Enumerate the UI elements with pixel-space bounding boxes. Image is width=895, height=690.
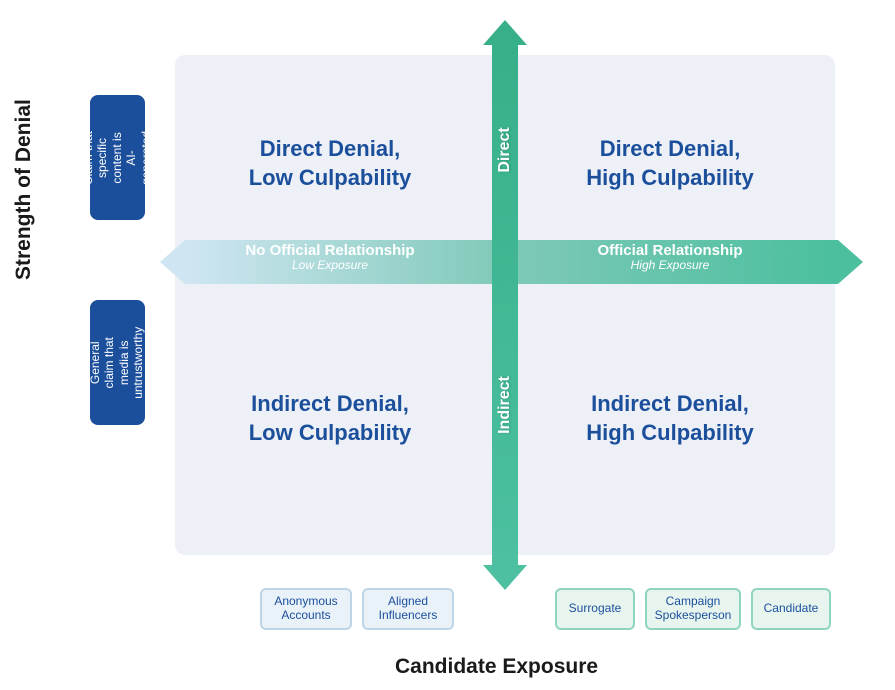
chip-aligned-influencers: Aligned Influencers bbox=[362, 588, 454, 630]
h-arrow-left-head bbox=[160, 240, 185, 284]
v-arrow-bottom-head bbox=[483, 565, 527, 590]
y-axis-title: Strength of Denial bbox=[12, 99, 36, 280]
x-axis-title: Candidate Exposure bbox=[395, 655, 598, 679]
chip-surrogate: Surrogate bbox=[555, 588, 635, 630]
v-arrow-shaft bbox=[492, 45, 518, 565]
h-label-right-sub: High Exposure bbox=[597, 259, 742, 272]
quadrant-tr-line1: Direct Denial, bbox=[600, 136, 741, 161]
y-badge-specific-text: Claim that specific content is AI-genera… bbox=[82, 130, 154, 184]
y-badge-specific: Claim that specific content is AI-genera… bbox=[90, 95, 145, 220]
y-badge-general: General claim that media is untrustworth… bbox=[90, 300, 145, 425]
quadrant-tl-line1: Direct Denial, bbox=[260, 136, 401, 161]
v-label-direct: Direct bbox=[496, 127, 514, 172]
v-label-indirect: Indirect bbox=[496, 376, 514, 434]
chip-anonymous-accounts: Anonymous Accounts bbox=[260, 588, 352, 630]
y-badge-general-text: General claim that media is untrustworth… bbox=[89, 326, 147, 398]
quadrant-br: Indirect Denial, High Culpability bbox=[586, 390, 753, 447]
quadrant-br-line2: High Culpability bbox=[586, 420, 753, 445]
h-label-right: Official Relationship High Exposure bbox=[597, 243, 742, 271]
quadrant-br-line1: Indirect Denial, bbox=[591, 391, 749, 416]
quadrant-tr: Direct Denial, High Culpability bbox=[586, 135, 753, 192]
chip-campaign-spokesperson: Campaign Spokesperson bbox=[645, 588, 741, 630]
h-label-left-title: No Official Relationship bbox=[245, 243, 414, 259]
h-label-right-title: Official Relationship bbox=[597, 243, 742, 259]
v-arrow-top-head bbox=[483, 20, 527, 45]
quadrant-bl-line1: Indirect Denial, bbox=[251, 391, 409, 416]
h-arrow-right-head bbox=[838, 240, 863, 284]
chip-candidate: Candidate bbox=[751, 588, 831, 630]
h-label-left: No Official Relationship Low Exposure bbox=[245, 243, 414, 271]
quadrant-tr-line2: High Culpability bbox=[586, 165, 753, 190]
quadrant-bl: Indirect Denial, Low Culpability bbox=[249, 390, 412, 447]
quadrant-bl-line2: Low Culpability bbox=[249, 420, 412, 445]
quadrant-tl-line2: Low Culpability bbox=[249, 165, 412, 190]
h-label-left-sub: Low Exposure bbox=[245, 259, 414, 272]
quadrant-tl: Direct Denial, Low Culpability bbox=[249, 135, 412, 192]
